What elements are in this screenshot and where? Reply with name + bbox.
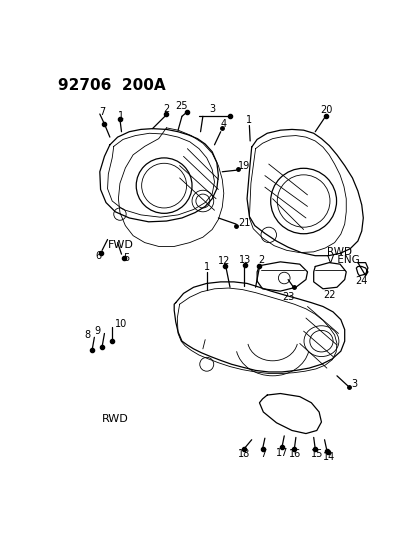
Text: 5: 5 [123, 253, 129, 263]
Text: RWD: RWD [102, 414, 128, 424]
Text: 22: 22 [322, 290, 335, 300]
Text: V ENG.: V ENG. [326, 255, 362, 265]
Text: 24: 24 [355, 276, 367, 286]
Text: 16: 16 [288, 449, 301, 459]
Text: 13: 13 [239, 255, 251, 264]
Text: 18: 18 [237, 449, 249, 459]
Text: FWD: FWD [107, 239, 133, 249]
Text: 7: 7 [99, 107, 105, 117]
Text: 3: 3 [209, 103, 215, 114]
Text: 8: 8 [84, 330, 90, 340]
Text: 15: 15 [310, 449, 322, 459]
Text: 14: 14 [322, 451, 335, 462]
Text: 2: 2 [163, 103, 169, 114]
Text: RWD: RWD [326, 247, 351, 257]
Text: 6: 6 [95, 252, 101, 262]
Text: 7: 7 [260, 449, 266, 459]
Text: 9: 9 [94, 326, 100, 336]
Text: 10: 10 [115, 319, 127, 329]
Text: 1: 1 [203, 262, 209, 272]
Text: 20: 20 [320, 105, 332, 115]
Text: 2: 2 [257, 255, 263, 265]
Text: 23: 23 [281, 292, 294, 302]
Text: 4: 4 [220, 119, 226, 129]
Text: 3: 3 [351, 378, 357, 389]
Text: 25: 25 [175, 101, 188, 111]
Text: 12: 12 [218, 256, 230, 266]
Text: 1: 1 [118, 110, 124, 120]
Text: 21: 21 [237, 219, 249, 228]
Text: 19: 19 [237, 161, 249, 172]
Text: 17: 17 [275, 448, 287, 458]
Text: 1: 1 [246, 115, 252, 125]
Text: 92706  200A: 92706 200A [58, 78, 165, 93]
